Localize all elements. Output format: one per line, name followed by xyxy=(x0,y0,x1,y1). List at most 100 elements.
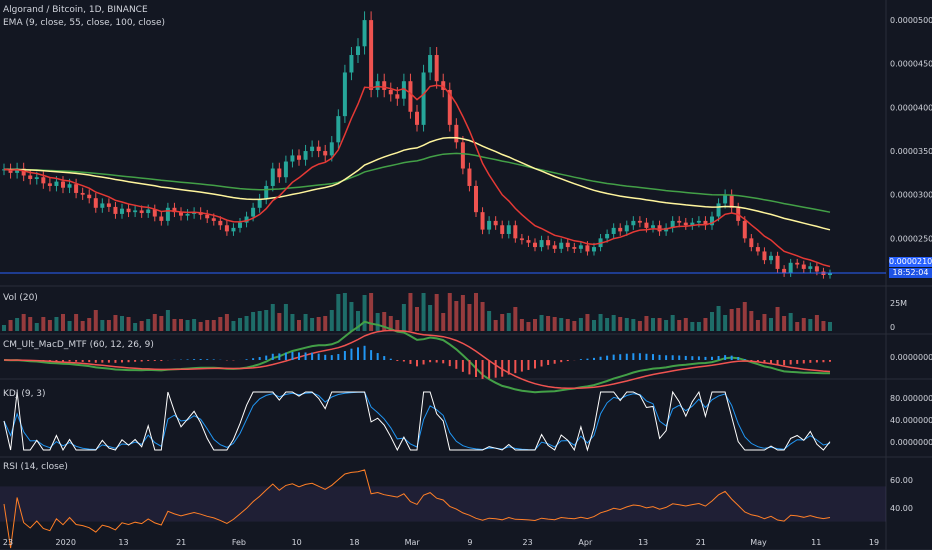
volume-bar xyxy=(677,320,682,331)
volume-bar xyxy=(224,314,229,331)
macd-histogram-bar xyxy=(645,353,648,360)
volume-bar xyxy=(552,317,557,331)
macd-histogram-bar xyxy=(317,353,320,360)
volume-bar xyxy=(277,313,282,331)
macd-histogram-bar xyxy=(802,360,805,364)
volume-bar xyxy=(336,294,341,331)
candle-body xyxy=(211,218,216,221)
candle-body xyxy=(493,220,498,226)
volume-bar xyxy=(539,315,544,331)
time-tick-label: Apr xyxy=(578,538,593,547)
volume-bar xyxy=(165,310,170,331)
candle-body xyxy=(205,214,210,219)
candle-body xyxy=(611,227,616,234)
candle-body xyxy=(290,155,295,162)
volume-bar xyxy=(467,304,472,331)
price-pane[interactable] xyxy=(0,11,886,279)
macd-histogram-bar xyxy=(94,360,97,363)
macd-histogram-bar xyxy=(212,359,215,360)
macd-pane[interactable] xyxy=(3,320,831,394)
rsi-pane[interactable] xyxy=(0,469,886,549)
candle-body xyxy=(696,220,701,223)
macd-histogram-bar xyxy=(357,347,359,360)
macd-histogram-bar xyxy=(75,360,78,362)
macd-histogram-bar xyxy=(652,354,654,360)
volume-bar xyxy=(828,322,832,331)
volume-bar xyxy=(664,320,669,331)
candle-body xyxy=(316,146,321,152)
volume-bar xyxy=(513,307,518,331)
volume-bar xyxy=(578,318,583,331)
rsi-legend[interactable]: RSI (14, close) xyxy=(3,462,68,472)
candle-body xyxy=(342,72,347,117)
volume-bar xyxy=(546,316,551,331)
macd-histogram-bar xyxy=(625,353,628,360)
candle-body xyxy=(677,220,682,223)
candle-body xyxy=(460,142,465,169)
volume-bar xyxy=(270,304,275,331)
candle-body xyxy=(41,177,46,184)
volume-bar xyxy=(637,321,642,331)
candle-body xyxy=(592,247,596,252)
candle-body xyxy=(565,242,570,248)
candle-body xyxy=(34,177,39,179)
volume-bar xyxy=(821,321,826,331)
volume-bar xyxy=(814,315,819,331)
candle-body xyxy=(519,238,524,241)
ema-100-line xyxy=(3,152,831,213)
macd-histogram-bar xyxy=(324,354,327,360)
macd-histogram-bar xyxy=(638,353,641,360)
volume-bar xyxy=(251,312,256,331)
candle-body xyxy=(454,124,459,143)
volume-bar xyxy=(185,320,190,331)
macd-histogram-bar xyxy=(88,360,91,363)
volume-bar xyxy=(762,314,767,331)
candle-body xyxy=(74,184,79,193)
candle-body xyxy=(172,207,177,213)
volume-bar xyxy=(428,305,433,331)
volume-bar xyxy=(415,307,419,331)
candle-body xyxy=(139,210,144,214)
volume-bar xyxy=(218,317,223,331)
candle-body xyxy=(552,245,557,249)
macd-histogram-bar xyxy=(383,356,386,360)
candle-body xyxy=(264,185,269,200)
macd-histogram-bar xyxy=(147,360,150,361)
macd-legend[interactable]: CM_Ult_MacD_MTF (60, 12, 26, 9) xyxy=(3,340,154,350)
macd-histogram-bar xyxy=(586,358,589,360)
kdj-legend[interactable]: KDJ (9, 3) xyxy=(3,389,46,399)
candle-body xyxy=(159,216,164,221)
volume-bar xyxy=(801,318,806,331)
ema-legend[interactable]: EMA (9, close, 55, close, 100, close) xyxy=(3,18,165,28)
time-axis[interactable]: 23 2020 13 21 Feb 10 18 Mar 9 23 Apr 13 21 May 11 19 xyxy=(3,538,879,547)
candle-body xyxy=(297,155,301,160)
macd-histogram-bar xyxy=(507,360,510,375)
macd-histogram-bar xyxy=(140,360,143,362)
kdj-pane[interactable] xyxy=(3,390,831,452)
macd-histogram-bar xyxy=(416,360,418,367)
candle-body xyxy=(506,225,511,234)
volume-bar xyxy=(54,317,59,331)
candle-body xyxy=(408,81,413,112)
macd-histogram-bar xyxy=(442,360,445,364)
volume-legend[interactable]: Vol (20) xyxy=(3,293,38,303)
candle-body xyxy=(769,255,773,261)
candle-body xyxy=(474,185,478,213)
volume-bar xyxy=(651,318,655,331)
candle-body xyxy=(100,203,105,208)
volume-bar xyxy=(696,322,701,331)
volume-pane[interactable] xyxy=(2,293,832,331)
volume-bar xyxy=(493,320,498,331)
macd-histogram-bar xyxy=(743,359,746,360)
macd-histogram-bar xyxy=(822,360,825,363)
candle-body xyxy=(637,220,642,223)
candle-body xyxy=(585,245,590,252)
macd-histogram-bar xyxy=(376,353,379,360)
macd-histogram-bar xyxy=(527,360,530,370)
candle-body xyxy=(434,55,439,82)
